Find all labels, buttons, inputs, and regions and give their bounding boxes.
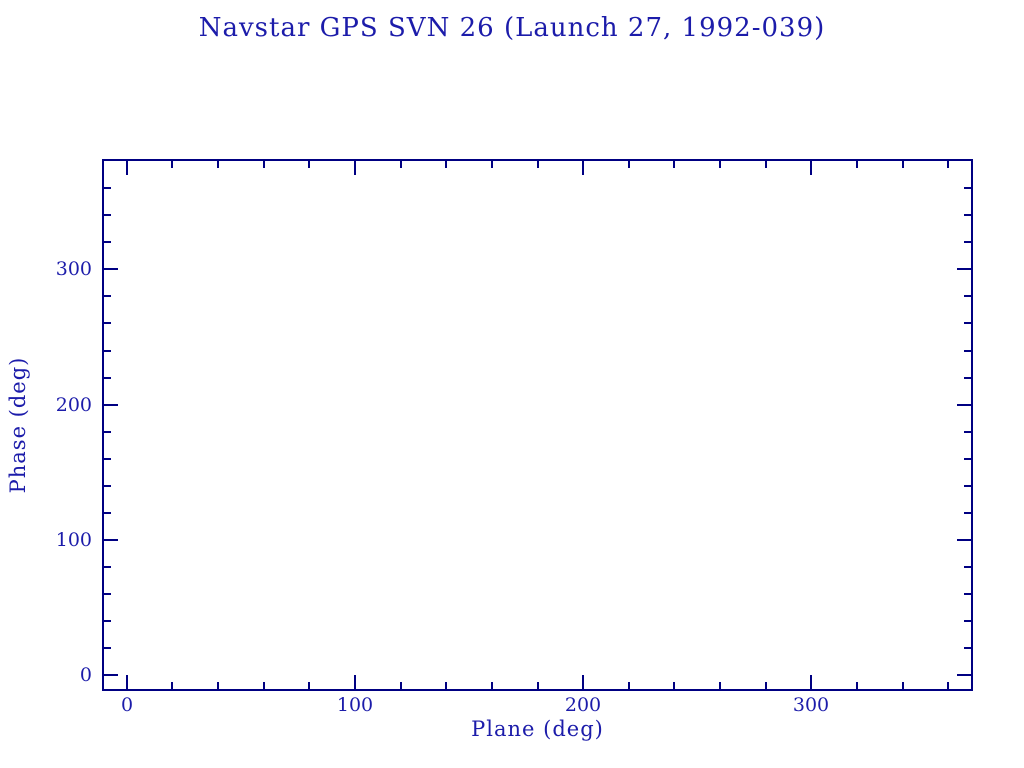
x-minor-tick-bottom: [902, 682, 904, 689]
x-minor-tick-top: [719, 161, 721, 168]
y-minor-tick-right: [964, 485, 971, 487]
y-minor-tick-left: [104, 350, 111, 352]
x-axis-label: Plane (deg): [471, 717, 604, 741]
y-minor-tick-left: [104, 566, 111, 568]
x-minor-tick-bottom: [263, 682, 265, 689]
x-minor-tick-bottom: [171, 682, 173, 689]
y-axis-label: Phase (deg): [6, 356, 30, 494]
x-major-tick-bottom: [354, 675, 356, 689]
x-tick-label: 0: [120, 694, 134, 716]
x-minor-tick-top: [628, 161, 630, 168]
x-minor-tick-top: [537, 161, 539, 168]
x-minor-tick-top: [263, 161, 265, 168]
x-minor-tick-bottom: [537, 682, 539, 689]
y-minor-tick-right: [964, 295, 971, 297]
x-major-tick-bottom: [126, 675, 128, 689]
y-minor-tick-left: [104, 322, 111, 324]
y-major-tick-left: [104, 404, 118, 406]
x-minor-tick-bottom: [491, 682, 493, 689]
y-minor-tick-right: [964, 593, 971, 595]
y-tick-label: 0: [79, 664, 92, 686]
x-minor-tick-bottom: [719, 682, 721, 689]
y-major-tick-right: [957, 404, 971, 406]
x-minor-tick-top: [491, 161, 493, 168]
x-minor-tick-bottom: [765, 682, 767, 689]
x-minor-tick-bottom: [308, 682, 310, 689]
x-tick-label: 200: [564, 694, 602, 716]
x-minor-tick-top: [217, 161, 219, 168]
x-major-tick-top: [582, 161, 584, 175]
x-minor-tick-bottom: [856, 682, 858, 689]
y-minor-tick-left: [104, 512, 111, 514]
x-minor-tick-bottom: [628, 682, 630, 689]
y-tick-label: 300: [55, 258, 92, 280]
x-minor-tick-top: [765, 161, 767, 168]
x-minor-tick-top: [673, 161, 675, 168]
y-minor-tick-right: [964, 187, 971, 189]
x-minor-tick-bottom: [673, 682, 675, 689]
y-minor-tick-left: [104, 485, 111, 487]
y-major-tick-left: [104, 268, 118, 270]
x-minor-tick-top: [856, 161, 858, 168]
x-minor-tick-top: [171, 161, 173, 168]
x-minor-tick-top: [308, 161, 310, 168]
x-minor-tick-bottom: [947, 682, 949, 689]
chart-title: Navstar GPS SVN 26 (Launch 27, 1992-039): [198, 13, 826, 43]
y-major-tick-right: [957, 539, 971, 541]
y-minor-tick-right: [964, 458, 971, 460]
x-minor-tick-top: [947, 161, 949, 168]
y-minor-tick-left: [104, 593, 111, 595]
y-minor-tick-right: [964, 512, 971, 514]
x-major-tick-top: [354, 161, 356, 175]
y-minor-tick-left: [104, 458, 111, 460]
y-major-tick-right: [957, 674, 971, 676]
y-minor-tick-left: [104, 647, 111, 649]
x-tick-label: 300: [792, 694, 830, 716]
y-tick-label: 100: [55, 529, 92, 551]
y-minor-tick-left: [104, 295, 111, 297]
plot-box: [102, 159, 973, 691]
y-minor-tick-right: [964, 377, 971, 379]
y-major-tick-left: [104, 674, 118, 676]
y-minor-tick-left: [104, 187, 111, 189]
y-minor-tick-right: [964, 620, 971, 622]
x-minor-tick-bottom: [217, 682, 219, 689]
x-minor-tick-bottom: [400, 682, 402, 689]
y-major-tick-right: [957, 268, 971, 270]
y-minor-tick-right: [964, 431, 971, 433]
x-minor-tick-top: [902, 161, 904, 168]
y-tick-label: 200: [55, 394, 92, 416]
x-major-tick-top: [126, 161, 128, 175]
y-minor-tick-right: [964, 322, 971, 324]
y-minor-tick-left: [104, 620, 111, 622]
x-tick-label: 100: [336, 694, 374, 716]
y-minor-tick-right: [964, 241, 971, 243]
x-major-tick-bottom: [582, 675, 584, 689]
y-minor-tick-right: [964, 214, 971, 216]
y-minor-tick-left: [104, 214, 111, 216]
y-major-tick-left: [104, 539, 118, 541]
y-minor-tick-left: [104, 377, 111, 379]
y-minor-tick-left: [104, 241, 111, 243]
y-minor-tick-right: [964, 647, 971, 649]
y-minor-tick-left: [104, 431, 111, 433]
x-minor-tick-bottom: [445, 682, 447, 689]
x-major-tick-top: [810, 161, 812, 175]
y-minor-tick-right: [964, 350, 971, 352]
y-minor-tick-right: [964, 566, 971, 568]
x-major-tick-bottom: [810, 675, 812, 689]
x-minor-tick-top: [400, 161, 402, 168]
x-minor-tick-top: [445, 161, 447, 168]
